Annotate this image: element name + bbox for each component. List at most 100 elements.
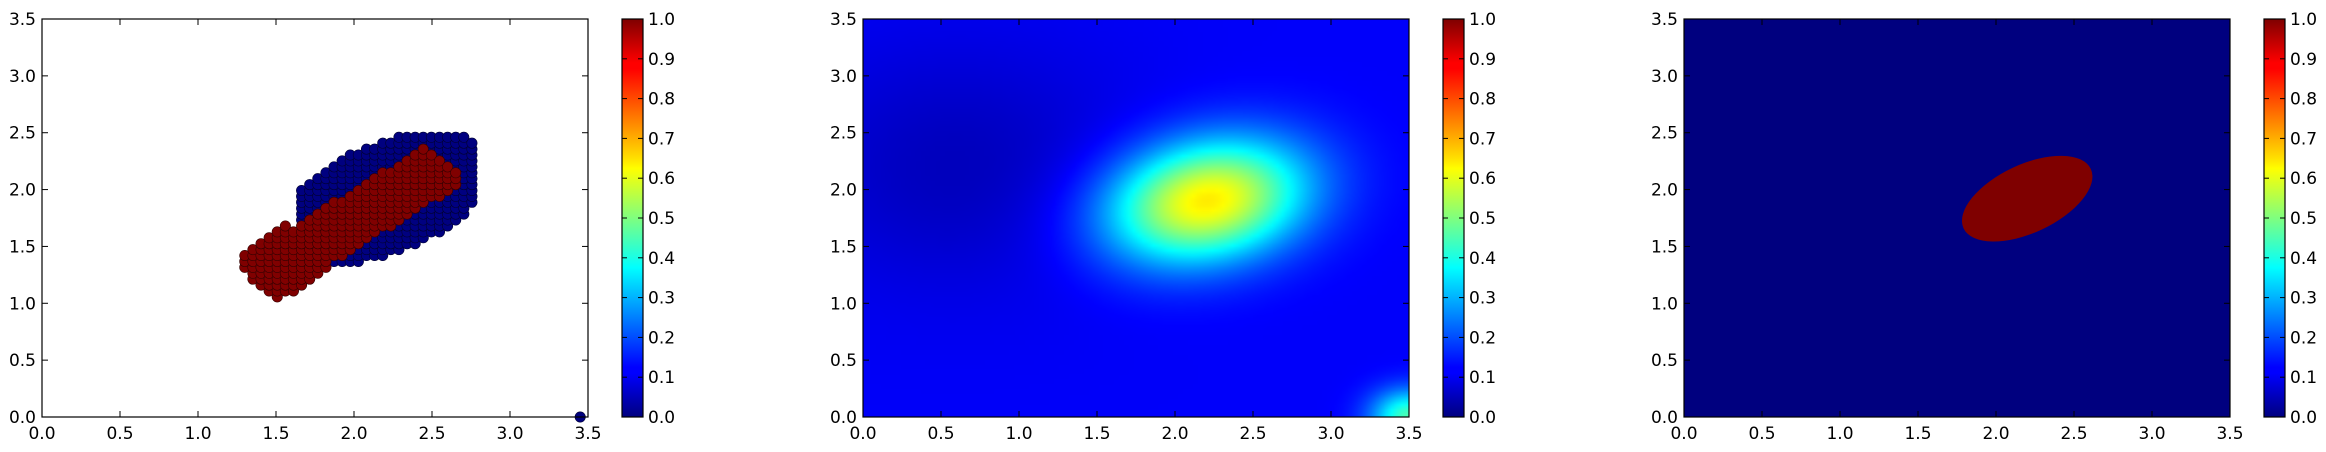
- scatter-point-high: [450, 167, 462, 179]
- x-tick-label: 0.5: [1748, 424, 1775, 444]
- colorbar-tick-label: 0.5: [2290, 209, 2317, 229]
- x-tick-label: 2.5: [418, 424, 445, 444]
- x-tick-label: 2.0: [1982, 424, 2009, 444]
- x-tick-label: 1.0: [1826, 424, 1853, 444]
- y-tick-label: 3.0: [1651, 67, 1678, 87]
- colorbar-tick-label: 1.0: [648, 10, 675, 30]
- y-tick-label: 2.0: [1651, 181, 1678, 201]
- heatmap-panel-ellipse: 0.0 0.5 1.0 1.5 2.0 2.5 3.0 3.5 0.0 0.5 1.0 1.5 2.0 2…: [1651, 10, 2317, 444]
- colorbar-tick-label: 0.2: [648, 328, 675, 348]
- x-tick-label: 2.0: [340, 424, 367, 444]
- plot-frame: [1683, 18, 2231, 418]
- plot-frame: [862, 18, 1410, 418]
- heatmap-field: [863, 19, 1409, 417]
- y-tick-label: 0.5: [830, 351, 857, 371]
- scatter-point-high: [425, 149, 437, 161]
- y-tick-label: 2.5: [830, 124, 857, 144]
- colorbar-tick-label: 0.1: [1469, 368, 1496, 388]
- x-tick-label: 3.0: [1317, 424, 1344, 444]
- y-tick-label: 0.0: [1651, 408, 1678, 428]
- ellipse-region: [1961, 155, 2093, 242]
- colorbar-tick-label: 0.0: [2290, 408, 2317, 428]
- y-tick-label: 1.5: [1651, 237, 1678, 257]
- y-tick-label: 2.5: [1651, 124, 1678, 144]
- colorbar-tick-label: 0.4: [648, 249, 675, 269]
- scatter-point-high: [417, 143, 429, 155]
- colorbar-tick-label: 0.7: [1469, 129, 1496, 149]
- y-tick-label: 3.5: [9, 10, 36, 30]
- y-tick-label: 3.5: [1651, 10, 1678, 30]
- x-tick-label: 3.0: [2138, 424, 2165, 444]
- x-tick-label: 1.5: [1904, 424, 1931, 444]
- x-tick-label: 3.5: [2216, 424, 2243, 444]
- x-tick-label: 0.5: [927, 424, 954, 444]
- colorbar-tick-label: 0.1: [2290, 368, 2317, 388]
- y-tick-label: 1.5: [9, 237, 36, 257]
- y-tick-label: 0.0: [830, 408, 857, 428]
- y-tick-label: 2.0: [830, 181, 857, 201]
- colorbar-tick-label: 0.0: [648, 408, 675, 428]
- x-tick-label: 3.0: [496, 424, 523, 444]
- colorbar-tick-label: 0.6: [1469, 169, 1496, 189]
- y-tick-label: 1.0: [830, 294, 857, 314]
- colorbar-tick-label: 0.2: [2290, 328, 2317, 348]
- colorbar-tick-label: 0.1: [648, 368, 675, 388]
- x-tick-label: 3.5: [1395, 424, 1422, 444]
- y-tick-label: 1.0: [9, 294, 36, 314]
- colorbar-tick-label: 0.7: [2290, 129, 2317, 149]
- colorbar-tick-label: 0.5: [1469, 209, 1496, 229]
- x-tick-label: 3.5: [574, 424, 601, 444]
- colorbar-tick-label: 0.8: [2290, 90, 2317, 110]
- y-tick-label: 0.5: [9, 351, 36, 371]
- x-tick-label: 0.0: [849, 424, 876, 444]
- scatter-panel: 0.0 0.5 1.0 1.5 2.0 2.5 3.0 3.5 0.0 0.5 1.0 1.5 2.0 2…: [9, 10, 675, 444]
- scatter-point-low: [466, 137, 478, 149]
- x-tick-label: 2.5: [2060, 424, 2087, 444]
- colorbar-tick-label: 0.9: [2290, 50, 2317, 70]
- y-tick-label: 2.5: [9, 124, 36, 144]
- colorbar-tick-label: 0.3: [2290, 289, 2317, 309]
- x-tick-label: 1.0: [1005, 424, 1032, 444]
- colorbar-tick-label: 0.6: [648, 169, 675, 189]
- y-tick-label: 0.5: [1651, 351, 1678, 371]
- heatmap-panel-smooth: 0.0 0.5 1.0 1.5 2.0 2.5 3.0 3.5 0.0 0.5 1.0 1.5 2.0 2…: [830, 10, 1496, 444]
- y-tick-label: 3.5: [830, 10, 857, 30]
- scatter-point-high: [279, 220, 291, 232]
- y-tick-label: 2.0: [9, 181, 36, 201]
- colorbar-tick-label: 0.3: [1469, 289, 1496, 309]
- colorbar-tick-label: 0.2: [1469, 328, 1496, 348]
- colorbar-tick-label: 0.6: [2290, 169, 2317, 189]
- colorbar-tick-label: 0.9: [1469, 50, 1496, 70]
- y-tick-label: 3.0: [830, 67, 857, 87]
- x-tick-label: 0.0: [28, 424, 55, 444]
- scatter-point-high: [442, 161, 454, 173]
- y-tick-label: 0.0: [9, 408, 36, 428]
- heatmap-background: [1684, 19, 2230, 417]
- x-tick-label: 0.0: [1670, 424, 1697, 444]
- y-tick-label: 3.0: [9, 67, 36, 87]
- colorbar-tick-label: 0.0: [1469, 408, 1496, 428]
- x-tick-label: 1.0: [184, 424, 211, 444]
- x-tick-label: 1.5: [1083, 424, 1110, 444]
- x-tick-label: 2.0: [1161, 424, 1188, 444]
- y-tick-label: 1.5: [830, 237, 857, 257]
- colorbar-tick-label: 0.7: [648, 129, 675, 149]
- colorbar-tick-label: 0.4: [1469, 249, 1496, 269]
- scatter-point-high: [433, 155, 445, 167]
- scatter-point-low: [458, 131, 470, 143]
- x-tick-label: 1.5: [262, 424, 289, 444]
- x-tick-label: 0.5: [106, 424, 133, 444]
- scatter-points: [239, 131, 586, 423]
- x-tick-label: 2.5: [1239, 424, 1266, 444]
- y-tick-label: 1.0: [1651, 294, 1678, 314]
- colorbar-tick-label: 0.9: [648, 50, 675, 70]
- colorbar-tick-label: 0.5: [648, 209, 675, 229]
- colorbar-tick-label: 1.0: [1469, 10, 1496, 30]
- colorbar-tick-label: 0.8: [648, 90, 675, 110]
- colorbar-tick-label: 0.3: [648, 289, 675, 309]
- colorbar-tick-label: 0.4: [2290, 249, 2317, 269]
- colorbar-tick-label: 0.8: [1469, 90, 1496, 110]
- plot-frame: [41, 18, 589, 418]
- colorbar-tick-label: 1.0: [2290, 10, 2317, 30]
